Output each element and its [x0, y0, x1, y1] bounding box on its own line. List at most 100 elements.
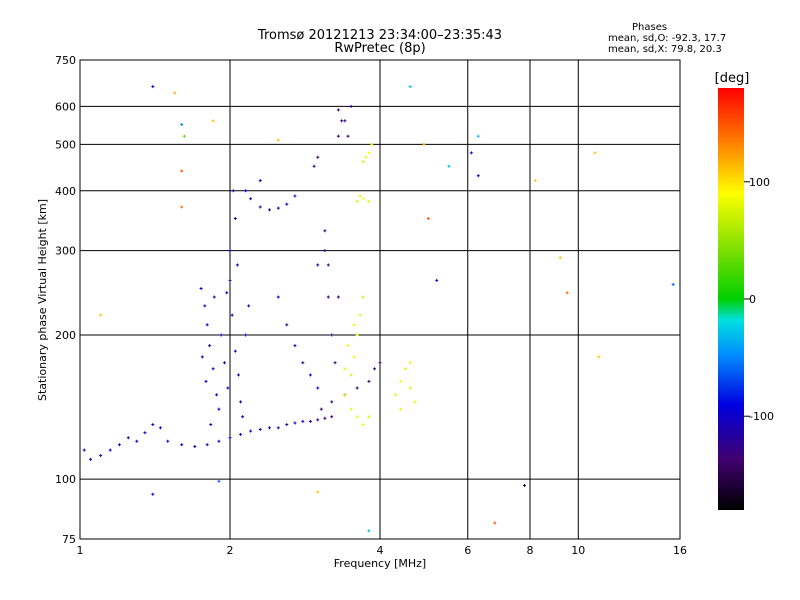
data-point — [370, 142, 374, 146]
data-point — [211, 367, 215, 371]
chart-title: Tromsø 20121213 23:34:00–23:35:43 — [257, 28, 503, 43]
y-tick-label: 600 — [55, 100, 76, 113]
data-point — [399, 407, 403, 411]
data-point — [217, 407, 221, 411]
data-point — [249, 429, 253, 433]
data-point — [205, 323, 209, 327]
data-point — [267, 426, 271, 430]
data-point — [228, 278, 232, 282]
data-point — [394, 393, 398, 397]
data-point — [367, 379, 371, 383]
data-point — [476, 134, 480, 138]
data-point — [244, 333, 248, 337]
data-point — [285, 423, 289, 427]
data-point — [276, 426, 280, 430]
data-point — [326, 295, 330, 299]
data-point — [435, 278, 439, 282]
data-point — [258, 427, 262, 431]
y-axis-ticks: 75 100 200 300 400 500 600 750 — [55, 54, 76, 546]
data-point — [193, 444, 197, 448]
data-point — [323, 229, 327, 233]
data-point — [258, 179, 262, 183]
data-point — [316, 263, 320, 267]
data-point — [319, 407, 323, 411]
data-point — [349, 373, 353, 377]
data-point — [361, 197, 365, 201]
data-point — [361, 423, 365, 427]
x-axis-ticks: 1 2 4 6 8 10 16 — [77, 544, 688, 557]
x-tick-label: 16 — [673, 544, 687, 557]
data-point — [239, 432, 243, 436]
data-point — [308, 373, 312, 377]
data-point — [301, 361, 305, 365]
y-tick-label: 75 — [62, 533, 76, 546]
data-point — [173, 91, 177, 95]
phases-heading: Phases — [632, 22, 668, 33]
data-point — [308, 419, 312, 423]
data-point — [330, 415, 334, 419]
data-point — [204, 379, 208, 383]
data-point — [593, 151, 597, 155]
data-point — [233, 349, 237, 353]
colorbar-ticks: 100 0 -100 — [744, 176, 774, 423]
x-tick-label: 10 — [571, 544, 585, 557]
data-point — [89, 457, 93, 461]
data-point — [316, 418, 320, 422]
data-point — [180, 123, 184, 127]
data-point — [180, 205, 184, 209]
y-tick-label: 400 — [55, 185, 76, 198]
data-point — [293, 344, 297, 348]
data-point — [326, 263, 330, 267]
data-point — [355, 333, 359, 337]
data-point — [340, 119, 344, 123]
data-point — [244, 189, 248, 193]
data-point — [239, 400, 243, 404]
data-point — [209, 423, 213, 427]
data-point — [276, 206, 280, 210]
y-tick-label: 300 — [55, 245, 76, 258]
phases-x-stats: mean, sd,X: 79.8, 20.3 — [608, 44, 722, 55]
data-point — [285, 323, 289, 327]
data-point — [215, 393, 219, 397]
data-point — [367, 415, 371, 419]
data-point — [316, 490, 320, 494]
data-point — [226, 386, 230, 390]
data-point — [151, 423, 155, 427]
x-tick-label: 1 — [77, 544, 84, 557]
data-point — [219, 333, 223, 337]
data-point — [117, 443, 121, 447]
data-point — [208, 344, 212, 348]
data-point — [361, 295, 365, 299]
data-point — [158, 426, 162, 430]
data-point — [403, 367, 407, 371]
data-point — [276, 295, 280, 299]
data-point — [223, 361, 227, 365]
data-point — [151, 492, 155, 496]
data-point — [399, 379, 403, 383]
data-point — [349, 104, 353, 108]
data-point — [276, 138, 280, 142]
y-axis-label: Stationary phase Virtual Height [km] — [36, 199, 49, 401]
data-point — [316, 155, 320, 159]
data-point — [235, 263, 239, 267]
plot-frame — [79, 59, 681, 540]
data-point — [346, 134, 350, 138]
data-point — [493, 521, 497, 525]
colorbar-tick-label: 0 — [749, 293, 756, 306]
data-point — [249, 197, 253, 201]
data-point — [558, 256, 562, 260]
data-point — [330, 333, 334, 337]
data-point — [230, 313, 234, 317]
data-point — [355, 199, 359, 203]
data-point — [241, 415, 245, 419]
data-point — [293, 421, 297, 425]
data-point — [231, 189, 235, 193]
data-point — [211, 119, 215, 123]
data-point — [203, 304, 207, 308]
y-tick-label: 750 — [55, 54, 76, 67]
data-point — [333, 361, 337, 365]
data-point — [180, 169, 184, 173]
data-point — [408, 386, 412, 390]
data-point — [336, 134, 340, 138]
